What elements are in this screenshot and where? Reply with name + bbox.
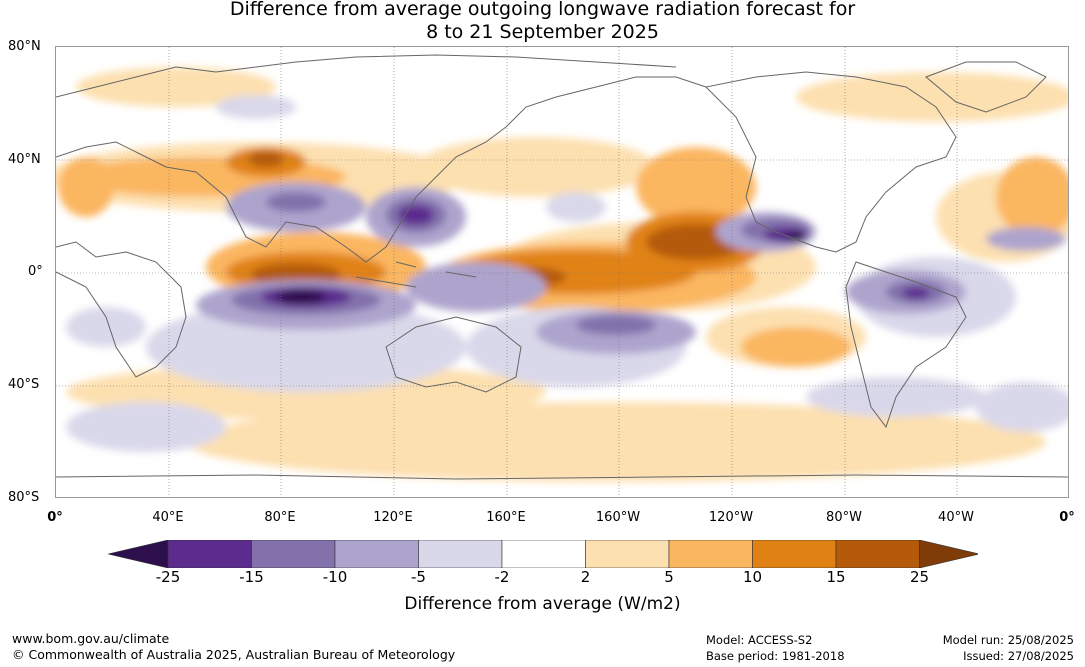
map-canvas bbox=[56, 47, 1068, 497]
colorbar bbox=[108, 540, 978, 568]
colorbar-tick-label: 5 bbox=[664, 568, 674, 586]
lat-label-40s: 40°S bbox=[8, 377, 40, 392]
graticule bbox=[56, 47, 1068, 497]
colorbar-label: Difference from average (W/m2) bbox=[404, 594, 681, 614]
lon-label-160e: 160°E bbox=[486, 510, 526, 525]
colorbar-tick-label: 15 bbox=[826, 568, 846, 586]
lon-label-0: 0° bbox=[47, 510, 63, 525]
colorbar-segment bbox=[585, 540, 670, 568]
lat-label-equator: 0° bbox=[28, 264, 43, 279]
anomaly-shading bbox=[56, 67, 1068, 482]
footer-model-run: Model run: 25/08/2025 bbox=[942, 633, 1074, 647]
colorbar-segment bbox=[668, 540, 753, 568]
lon-label-0-right: 0° bbox=[1059, 510, 1075, 525]
lon-label-80w: 80°W bbox=[826, 510, 862, 525]
lon-label-160w: 160°W bbox=[595, 510, 641, 525]
lat-label-40n: 40°N bbox=[8, 152, 41, 167]
footer-copyright: © Commonwealth of Australia 2025, Austra… bbox=[12, 647, 456, 662]
colorbar-segment bbox=[334, 540, 419, 568]
colorbar-tick-label: -25 bbox=[155, 568, 181, 586]
colorbar-tick-label: 10 bbox=[742, 568, 763, 586]
lon-label-80e: 80°E bbox=[264, 510, 296, 525]
footer-website[interactable]: www.bom.gov.au/climate bbox=[12, 631, 170, 646]
map-title-line-2: 8 to 21 September 2025 bbox=[426, 21, 659, 43]
colorbar-tick-label: -15 bbox=[239, 568, 264, 586]
colorbar-segment bbox=[752, 540, 837, 568]
footer-base-period: Base period: 1981-2018 bbox=[706, 649, 845, 663]
footer-model: Model: ACCESS-S2 bbox=[706, 633, 813, 647]
lon-label-120w: 120°W bbox=[708, 510, 754, 525]
colorbar-segment bbox=[835, 540, 920, 568]
lat-label-80s: 80°S bbox=[8, 490, 40, 505]
colorbar-tick-label: 2 bbox=[580, 568, 591, 586]
colorbar-tick-label: 25 bbox=[909, 568, 930, 586]
lon-label-40w: 40°W bbox=[938, 510, 974, 525]
footer-issued: Issued: 27/08/2025 bbox=[963, 649, 1074, 663]
colorbar-segment-max bbox=[919, 540, 978, 568]
colorbar-tick-label: -2 bbox=[494, 568, 510, 586]
lon-label-40e: 40°E bbox=[152, 510, 184, 525]
lon-label-120e: 120°E bbox=[373, 510, 413, 525]
colorbar-tick-label: -10 bbox=[322, 568, 348, 586]
colorbar-segment bbox=[167, 540, 252, 568]
coastlines bbox=[56, 54, 1068, 480]
colorbar-segment-min bbox=[108, 540, 169, 568]
colorbar-segment bbox=[418, 540, 503, 568]
lat-label-80n: 80°N bbox=[8, 39, 41, 54]
colorbar-segment bbox=[501, 540, 586, 568]
map-title-line-1: Difference from average outgoing longwav… bbox=[229, 0, 856, 20]
colorbar-tick-label: -5 bbox=[411, 568, 426, 586]
colorbar-segment bbox=[251, 540, 336, 568]
ocr-anomaly-map bbox=[55, 46, 1069, 498]
